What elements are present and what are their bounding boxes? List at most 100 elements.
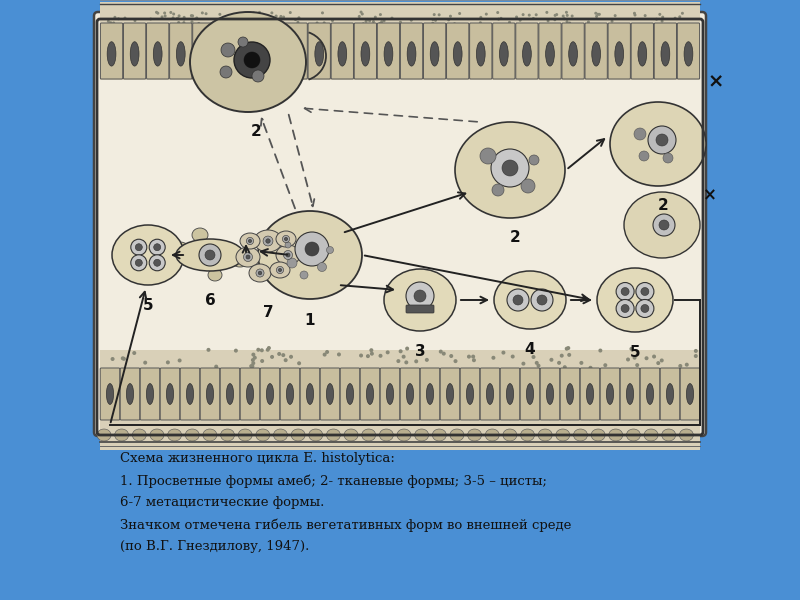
Circle shape [568, 22, 571, 25]
Circle shape [122, 357, 126, 361]
Circle shape [499, 17, 502, 20]
Circle shape [438, 13, 441, 16]
Circle shape [251, 358, 255, 362]
Circle shape [497, 17, 500, 20]
Ellipse shape [254, 230, 282, 252]
Circle shape [178, 14, 181, 17]
Ellipse shape [266, 383, 274, 404]
Circle shape [300, 271, 308, 279]
FancyBboxPatch shape [200, 368, 220, 420]
Circle shape [534, 361, 538, 365]
Ellipse shape [146, 383, 154, 404]
Circle shape [256, 348, 260, 352]
Circle shape [579, 361, 583, 365]
Circle shape [374, 16, 377, 19]
Circle shape [518, 19, 522, 22]
Ellipse shape [684, 42, 693, 66]
Circle shape [521, 179, 535, 193]
Circle shape [205, 250, 215, 260]
Circle shape [277, 352, 281, 356]
Circle shape [431, 18, 434, 21]
Ellipse shape [432, 429, 446, 441]
Circle shape [641, 304, 649, 313]
Circle shape [325, 350, 329, 354]
Ellipse shape [679, 429, 694, 441]
Circle shape [252, 11, 255, 14]
Circle shape [390, 17, 394, 20]
FancyBboxPatch shape [493, 23, 515, 79]
Ellipse shape [199, 42, 208, 66]
Circle shape [282, 16, 285, 19]
Ellipse shape [150, 429, 164, 441]
FancyBboxPatch shape [678, 23, 700, 79]
Circle shape [641, 287, 649, 296]
Circle shape [566, 20, 569, 23]
Circle shape [279, 17, 282, 20]
Ellipse shape [526, 383, 534, 404]
Circle shape [277, 266, 284, 274]
Ellipse shape [176, 42, 185, 66]
Circle shape [131, 239, 147, 255]
Ellipse shape [521, 429, 534, 441]
Ellipse shape [246, 42, 254, 66]
Circle shape [644, 14, 646, 17]
Text: 2: 2 [510, 230, 520, 245]
Circle shape [110, 21, 112, 24]
Circle shape [149, 255, 165, 271]
Circle shape [378, 354, 382, 358]
Ellipse shape [106, 383, 114, 404]
Circle shape [431, 22, 434, 25]
FancyBboxPatch shape [585, 23, 607, 79]
Circle shape [260, 348, 264, 352]
Circle shape [610, 20, 614, 23]
Circle shape [513, 295, 523, 305]
FancyBboxPatch shape [406, 305, 434, 313]
Ellipse shape [230, 251, 250, 267]
Circle shape [496, 11, 499, 14]
Circle shape [256, 269, 264, 277]
Circle shape [546, 11, 548, 14]
Circle shape [295, 232, 329, 266]
Circle shape [479, 16, 482, 19]
Ellipse shape [546, 42, 554, 66]
Text: 4: 4 [525, 342, 535, 357]
Circle shape [267, 346, 271, 350]
Circle shape [685, 362, 689, 367]
Circle shape [471, 355, 475, 359]
Ellipse shape [626, 383, 634, 404]
Circle shape [694, 349, 698, 353]
Circle shape [177, 17, 179, 20]
Ellipse shape [569, 42, 578, 66]
Circle shape [258, 271, 262, 275]
Ellipse shape [112, 225, 184, 285]
Ellipse shape [624, 192, 700, 258]
Circle shape [453, 22, 456, 25]
Circle shape [206, 348, 210, 352]
Circle shape [190, 14, 193, 17]
FancyBboxPatch shape [354, 23, 377, 79]
FancyBboxPatch shape [680, 368, 700, 420]
Ellipse shape [407, 42, 416, 66]
FancyBboxPatch shape [160, 368, 180, 420]
Circle shape [246, 238, 254, 245]
Ellipse shape [662, 429, 676, 441]
Ellipse shape [276, 245, 300, 265]
Circle shape [199, 244, 221, 266]
Circle shape [250, 364, 254, 368]
Circle shape [596, 13, 599, 16]
Ellipse shape [132, 429, 146, 441]
Circle shape [562, 365, 566, 369]
Circle shape [191, 14, 194, 17]
Circle shape [639, 151, 649, 161]
FancyBboxPatch shape [446, 23, 469, 79]
Circle shape [135, 259, 142, 266]
Circle shape [156, 11, 159, 14]
Circle shape [279, 15, 282, 18]
Circle shape [305, 242, 319, 256]
Ellipse shape [236, 247, 260, 267]
Circle shape [234, 349, 238, 353]
Circle shape [661, 20, 663, 23]
Circle shape [438, 350, 442, 353]
Ellipse shape [246, 383, 254, 404]
Circle shape [398, 349, 402, 353]
